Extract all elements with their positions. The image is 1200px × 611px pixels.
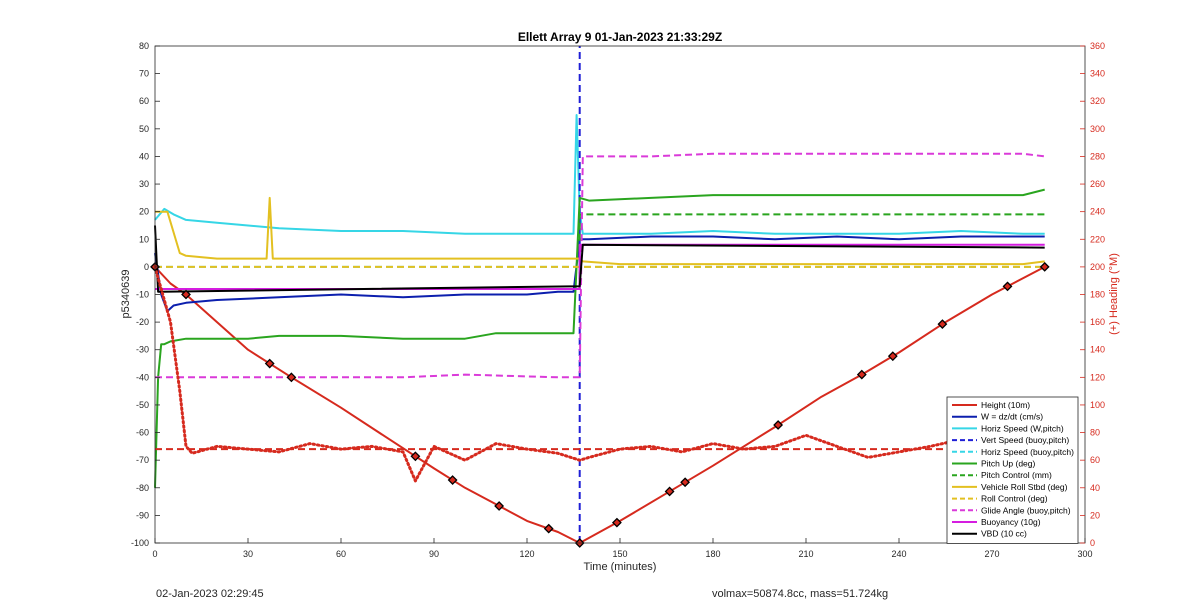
legend: Height (10m)W = dz/dt (cm/s)Horiz Speed … — [946, 396, 1079, 544]
y-right-tick-label: 140 — [1090, 345, 1105, 355]
y-right-tick-label: 320 — [1090, 96, 1105, 106]
height-marker — [410, 451, 421, 462]
y-right-tick-label: 200 — [1090, 262, 1105, 272]
footer-date: 02-Jan-2023 02:29:45 — [156, 588, 264, 600]
legend-label: Vert Speed (buoy,pitch) — [981, 435, 1069, 445]
y-axis-label: p5340639 — [120, 270, 132, 319]
y-right-tick-label: 120 — [1090, 372, 1105, 382]
height-marker — [494, 501, 505, 511]
y-right-tick-label: 280 — [1090, 151, 1105, 161]
y-tick-label: -20 — [136, 317, 149, 327]
series-w-dz-dt-cm-s — [154, 235, 1045, 313]
y-tick-label: -90 — [136, 510, 149, 520]
legend-label: VBD (10 cc) — [981, 529, 1027, 539]
y-axis-right-label: (+) Heading (°M) — [1108, 253, 1120, 335]
height-marker — [264, 358, 275, 369]
series-layer — [153, 46, 1047, 544]
legend-label: Height (10m) — [981, 400, 1030, 410]
y-right-tick-label: 240 — [1090, 207, 1105, 217]
y-right-tick-label: 20 — [1090, 510, 1100, 520]
height-marker — [680, 477, 691, 488]
y-right-tick-label: 180 — [1090, 290, 1105, 300]
height-marker — [937, 319, 948, 330]
y-right-tick-label: 40 — [1090, 483, 1100, 493]
x-tick-label: 0 — [152, 549, 157, 559]
y-right-tick-label: 160 — [1090, 317, 1105, 327]
y-right-tick-label: 220 — [1090, 234, 1105, 244]
x-axis-label: Time (minutes) — [584, 561, 657, 573]
y-tick-label: -10 — [136, 290, 149, 300]
x-tick-label: 210 — [798, 549, 813, 559]
series-pitch-up-deg — [154, 188, 1045, 488]
legend-label: Buoyancy (10g) — [981, 517, 1041, 527]
height-marker — [1002, 281, 1013, 292]
height-marker — [286, 372, 297, 383]
x-tick-label: 150 — [612, 549, 627, 559]
height-marker — [447, 475, 458, 485]
legend-label: Pitch Control (mm) — [981, 470, 1052, 480]
marker-layer — [150, 261, 1050, 548]
height-marker — [543, 523, 554, 534]
x-tick-label: 270 — [984, 549, 999, 559]
y-tick-label: -80 — [136, 483, 149, 493]
y-tick-label: 0 — [144, 262, 149, 272]
footer-volmax-mass: volmax=50874.8cc, mass=51.724kg — [712, 588, 889, 600]
y-tick-label: -70 — [136, 455, 149, 465]
height-marker — [856, 369, 867, 380]
legend-label: Roll Control (deg) — [981, 494, 1048, 504]
y-right-tick-label: 60 — [1090, 455, 1100, 465]
y-tick-label: 20 — [139, 207, 149, 217]
legend-label: Glide Angle (buoy,pitch) — [981, 505, 1071, 515]
y-ticks-left: 80 70 60 50 40 30 20 10 0 -10 -20 -30 -40 -50 -60 -70 -8… — [131, 41, 160, 548]
legend-label: Pitch Up (deg) — [981, 459, 1035, 469]
x-tick-label: 120 — [519, 549, 534, 559]
y-tick-label: -50 — [136, 400, 149, 410]
plot-area — [155, 46, 1085, 543]
legend-label: Horiz Speed (W,pitch) — [981, 423, 1064, 433]
height-marker — [181, 289, 191, 300]
y-ticks-right: 3603403203002802602402202001801601401201… — [1080, 41, 1105, 548]
y-tick-label: -100 — [131, 538, 149, 548]
legend-box — [946, 396, 1079, 544]
x-tick-label: 90 — [429, 549, 439, 559]
y-tick-label: -30 — [136, 345, 149, 355]
x-tick-label: 30 — [243, 549, 253, 559]
y-right-tick-label: 100 — [1090, 400, 1105, 410]
y-tick-label: 70 — [139, 69, 149, 79]
x-tick-label: 180 — [705, 549, 720, 559]
y-right-tick-label: 340 — [1090, 69, 1105, 79]
y-tick-label: 40 — [139, 151, 149, 161]
x-tick-label: 300 — [1077, 549, 1092, 559]
height-marker — [611, 517, 622, 528]
height-marker — [664, 486, 675, 497]
y-right-tick-label: 80 — [1090, 428, 1100, 438]
y-tick-label: 60 — [139, 96, 149, 106]
height-marker — [1039, 261, 1050, 272]
chart-title: Ellett Array 9 01-Jan-2023 21:33:29Z — [518, 30, 722, 44]
y-tick-label: 80 — [139, 41, 149, 51]
legend-label: Horiz Speed (buoy,pitch) — [981, 447, 1074, 457]
y-right-tick-label: 360 — [1090, 41, 1105, 51]
series-glide-angle-buoy-pitch — [155, 152, 1045, 379]
legend-label: W = dz/dt (cm/s) — [981, 412, 1043, 422]
x-tick-label: 240 — [891, 549, 906, 559]
legend-label: Vehicle Roll Stbd (deg) — [981, 482, 1068, 492]
y-tick-label: -40 — [136, 372, 149, 382]
height-marker — [887, 351, 898, 362]
y-tick-label: -60 — [136, 428, 149, 438]
y-tick-label: 30 — [139, 179, 149, 189]
y-right-tick-label: 260 — [1090, 179, 1105, 189]
series-horiz-speed-w-pitch — [154, 114, 1045, 235]
x-tick-label: 60 — [336, 549, 346, 559]
y-tick-label: 10 — [139, 234, 149, 244]
height-marker — [773, 420, 784, 430]
series-vehicle-roll-stbd-deg — [155, 196, 1045, 266]
y-right-tick-label: 0 — [1090, 538, 1095, 548]
y-right-tick-label: 300 — [1090, 124, 1105, 134]
series-height-10m — [154, 266, 1046, 544]
y-tick-label: 50 — [139, 124, 149, 134]
